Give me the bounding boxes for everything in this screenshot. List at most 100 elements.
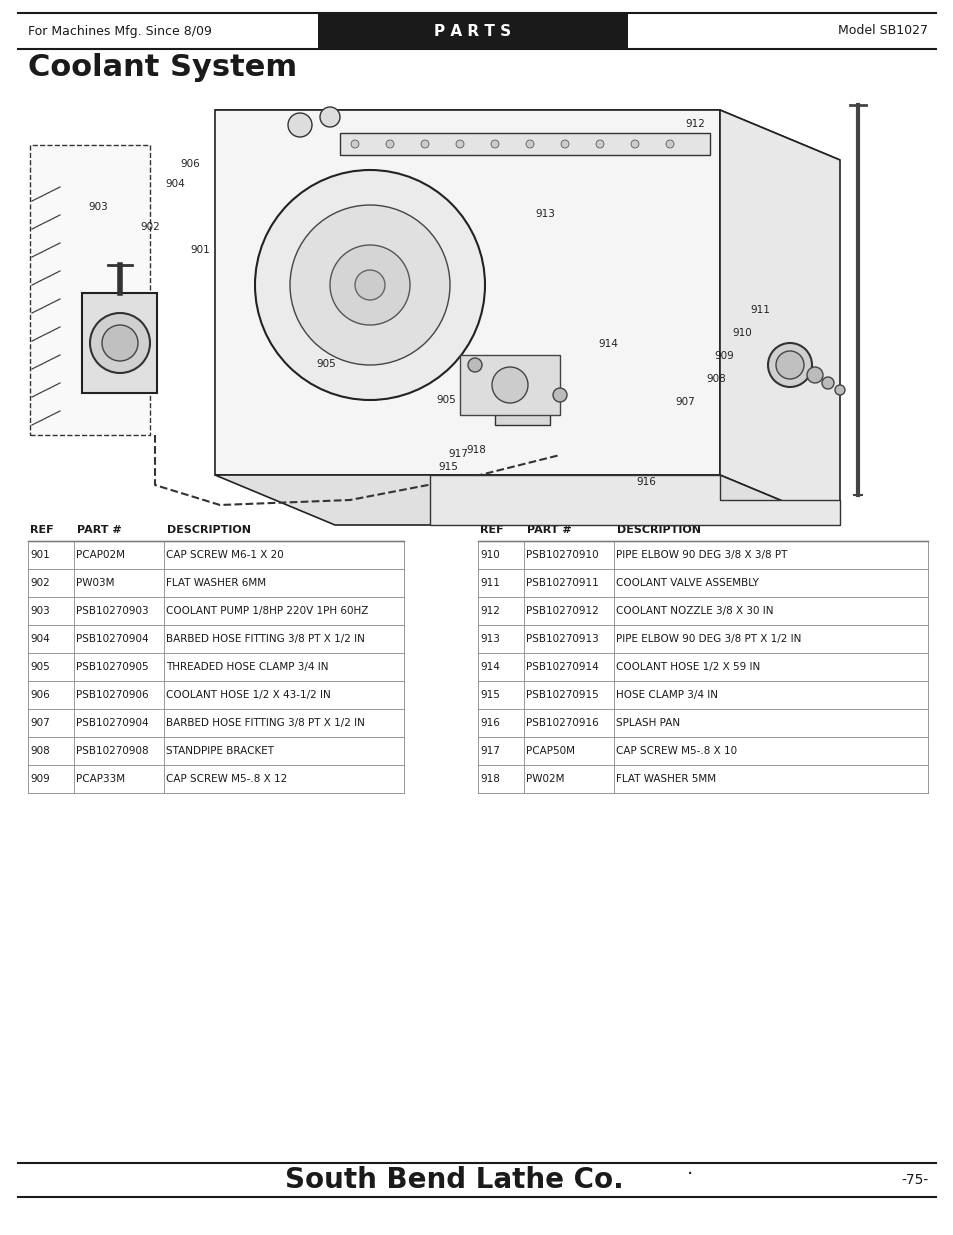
Circle shape xyxy=(254,170,484,400)
Circle shape xyxy=(775,351,803,379)
Text: 914: 914 xyxy=(598,338,618,350)
Text: 917: 917 xyxy=(479,746,499,756)
Text: PSB10270910: PSB10270910 xyxy=(525,550,598,559)
Text: PW02M: PW02M xyxy=(525,774,564,784)
Polygon shape xyxy=(214,110,720,475)
Text: 915: 915 xyxy=(479,690,499,700)
Circle shape xyxy=(525,140,534,148)
Text: 915: 915 xyxy=(437,462,457,472)
Circle shape xyxy=(806,367,822,383)
Text: 912: 912 xyxy=(479,606,499,616)
Text: FLAT WASHER 5MM: FLAT WASHER 5MM xyxy=(616,774,716,784)
Text: 904: 904 xyxy=(30,634,50,643)
Circle shape xyxy=(821,377,833,389)
Text: 906: 906 xyxy=(30,690,50,700)
Text: PART #: PART # xyxy=(77,525,122,535)
Text: PIPE ELBOW 90 DEG 3/8 X 3/8 PT: PIPE ELBOW 90 DEG 3/8 X 3/8 PT xyxy=(616,550,786,559)
Polygon shape xyxy=(495,395,550,425)
Text: CAP SCREW M5-.8 X 10: CAP SCREW M5-.8 X 10 xyxy=(616,746,737,756)
Circle shape xyxy=(456,140,463,148)
Text: 902: 902 xyxy=(30,578,50,588)
Text: COOLANT NOZZLE 3/8 X 30 IN: COOLANT NOZZLE 3/8 X 30 IN xyxy=(616,606,773,616)
Text: SPLASH PAN: SPLASH PAN xyxy=(616,718,679,727)
Circle shape xyxy=(630,140,639,148)
Text: 908: 908 xyxy=(705,374,725,384)
Text: ·: · xyxy=(686,1166,693,1184)
Text: 909: 909 xyxy=(713,351,733,361)
Text: 905: 905 xyxy=(436,395,456,405)
Circle shape xyxy=(560,140,568,148)
Text: CAP SCREW M6-1 X 20: CAP SCREW M6-1 X 20 xyxy=(166,550,283,559)
Text: COOLANT PUMP 1/8HP 220V 1PH 60HZ: COOLANT PUMP 1/8HP 220V 1PH 60HZ xyxy=(166,606,368,616)
Text: PSB10270912: PSB10270912 xyxy=(525,606,598,616)
Text: 903: 903 xyxy=(88,203,108,212)
Text: REF: REF xyxy=(30,525,53,535)
Text: PSB10270904: PSB10270904 xyxy=(76,634,149,643)
Text: PIPE ELBOW 90 DEG 3/8 PT X 1/2 IN: PIPE ELBOW 90 DEG 3/8 PT X 1/2 IN xyxy=(616,634,801,643)
Circle shape xyxy=(834,385,844,395)
Text: 905: 905 xyxy=(30,662,50,672)
Text: 907: 907 xyxy=(30,718,50,727)
Circle shape xyxy=(351,140,358,148)
Text: PSB10270905: PSB10270905 xyxy=(76,662,149,672)
Text: 903: 903 xyxy=(30,606,50,616)
Circle shape xyxy=(355,270,385,300)
Text: THREADED HOSE CLAMP 3/4 IN: THREADED HOSE CLAMP 3/4 IN xyxy=(166,662,328,672)
Circle shape xyxy=(596,140,603,148)
Text: Model SB1027: Model SB1027 xyxy=(837,25,927,37)
Text: FLAT WASHER 6MM: FLAT WASHER 6MM xyxy=(166,578,266,588)
Text: BARBED HOSE FITTING 3/8 PT X 1/2 IN: BARBED HOSE FITTING 3/8 PT X 1/2 IN xyxy=(166,718,364,727)
Text: PART #: PART # xyxy=(526,525,571,535)
Text: 905: 905 xyxy=(315,359,335,369)
Text: 907: 907 xyxy=(675,396,694,408)
Text: PSB10270914: PSB10270914 xyxy=(525,662,598,672)
Text: PCAP33M: PCAP33M xyxy=(76,774,125,784)
Text: 902: 902 xyxy=(140,222,159,232)
Circle shape xyxy=(767,343,811,387)
Circle shape xyxy=(491,140,498,148)
Polygon shape xyxy=(720,110,840,525)
Text: 912: 912 xyxy=(684,119,704,128)
Circle shape xyxy=(90,312,150,373)
Polygon shape xyxy=(214,110,840,161)
Text: 911: 911 xyxy=(479,578,499,588)
Circle shape xyxy=(468,358,481,372)
Text: 904: 904 xyxy=(165,179,185,189)
Text: PSB10270906: PSB10270906 xyxy=(76,690,149,700)
Text: PSB10270916: PSB10270916 xyxy=(525,718,598,727)
Circle shape xyxy=(102,325,138,361)
Text: BARBED HOSE FITTING 3/8 PT X 1/2 IN: BARBED HOSE FITTING 3/8 PT X 1/2 IN xyxy=(166,634,364,643)
Text: PSB10270913: PSB10270913 xyxy=(525,634,598,643)
Text: 901: 901 xyxy=(190,245,210,254)
Text: South Bend Lathe Co.: South Bend Lathe Co. xyxy=(284,1166,622,1194)
Bar xyxy=(30,144,150,435)
Polygon shape xyxy=(430,475,840,525)
Text: PW03M: PW03M xyxy=(76,578,114,588)
Text: 906: 906 xyxy=(180,159,199,169)
Text: DESCRIPTION: DESCRIPTION xyxy=(167,525,251,535)
Circle shape xyxy=(665,140,673,148)
Text: 901: 901 xyxy=(30,550,50,559)
Text: COOLANT VALVE ASSEMBLY: COOLANT VALVE ASSEMBLY xyxy=(616,578,758,588)
Text: 917: 917 xyxy=(448,450,467,459)
Text: PSB10270911: PSB10270911 xyxy=(525,578,598,588)
Circle shape xyxy=(290,205,450,366)
Circle shape xyxy=(288,112,312,137)
Text: 913: 913 xyxy=(479,634,499,643)
Text: 916: 916 xyxy=(636,477,655,487)
Text: Coolant System: Coolant System xyxy=(28,53,296,82)
Circle shape xyxy=(492,367,527,403)
Text: 909: 909 xyxy=(30,774,50,784)
Text: PCAP02M: PCAP02M xyxy=(76,550,125,559)
Text: 913: 913 xyxy=(535,209,555,219)
Bar xyxy=(459,354,559,415)
Text: DESCRIPTION: DESCRIPTION xyxy=(617,525,700,535)
Text: PSB10270915: PSB10270915 xyxy=(525,690,598,700)
Text: HOSE CLAMP 3/4 IN: HOSE CLAMP 3/4 IN xyxy=(616,690,718,700)
Text: 918: 918 xyxy=(479,774,499,784)
Text: 918: 918 xyxy=(465,445,485,454)
Text: 911: 911 xyxy=(749,305,769,315)
Text: CAP SCREW M5-.8 X 12: CAP SCREW M5-.8 X 12 xyxy=(166,774,287,784)
Text: PSB10270904: PSB10270904 xyxy=(76,718,149,727)
Text: 916: 916 xyxy=(479,718,499,727)
